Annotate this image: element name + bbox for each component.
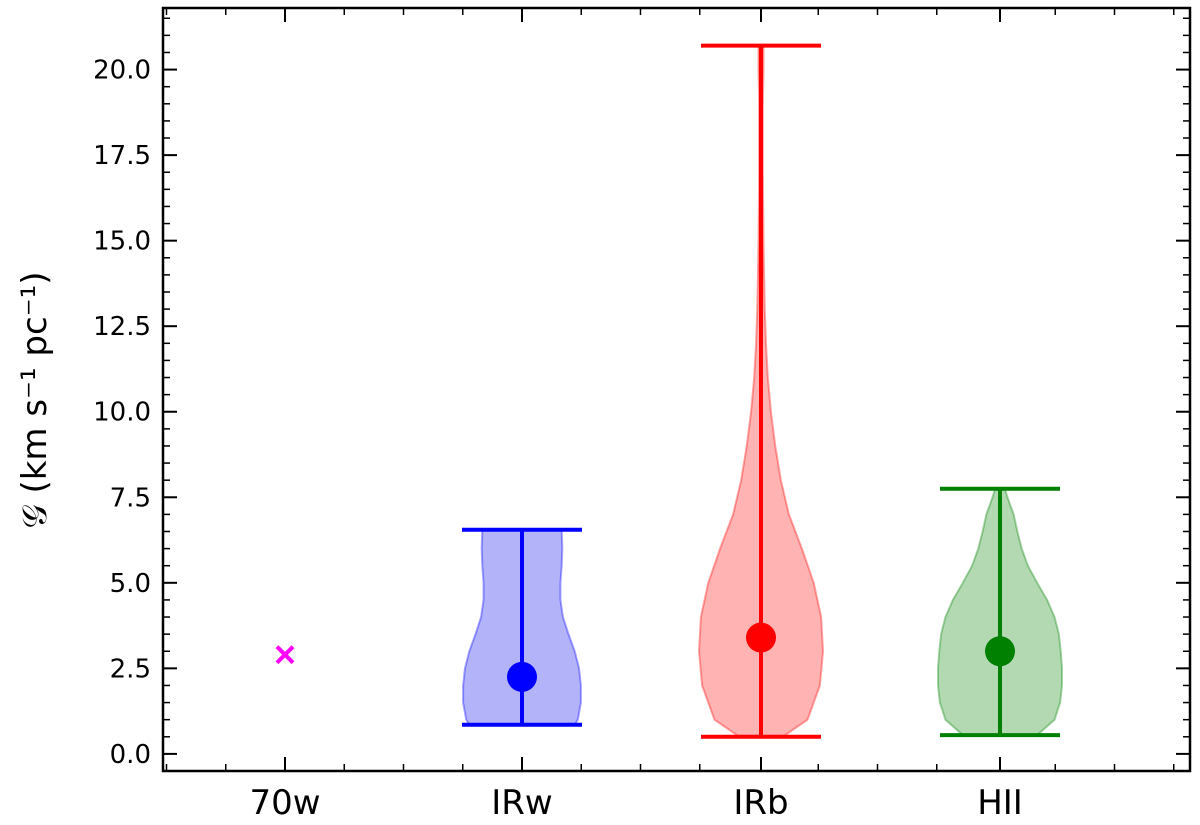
y-tick-label: 20.0 bbox=[93, 56, 151, 86]
marker-70w bbox=[275, 645, 295, 665]
y-tick-label: 5.0 bbox=[110, 569, 151, 599]
y-tick-label: 2.5 bbox=[110, 654, 151, 684]
median-point-irw bbox=[507, 661, 537, 692]
y-tick-label: 15.0 bbox=[93, 227, 151, 257]
y-tick-label: 17.5 bbox=[93, 141, 151, 171]
y-tick-label: 10.0 bbox=[93, 398, 151, 428]
plot-frame bbox=[161, 6, 1192, 773]
x-tick-label-irb: IRb bbox=[733, 783, 788, 823]
x-tick-label-irw: IRw bbox=[491, 783, 552, 823]
y-tick-label: 0.0 bbox=[110, 740, 151, 770]
y-axis-label: 𝒢 (km s⁻¹ pc⁻¹) bbox=[15, 271, 55, 528]
y-tick-label: 12.5 bbox=[93, 312, 151, 342]
axes: 0.0 2.5 5.0 7.5 10.0 12.5 15.0 17.5 20.0 70w IRw IR… bbox=[93, 6, 1192, 823]
y-tick-label: 7.5 bbox=[110, 483, 151, 513]
median-point-irb bbox=[746, 622, 776, 653]
x-tick-label-hii: HII bbox=[977, 783, 1023, 823]
x-tick-label-70w: 70w bbox=[249, 783, 320, 823]
plot-area bbox=[275, 43, 1063, 739]
median-point-hii bbox=[985, 636, 1015, 667]
